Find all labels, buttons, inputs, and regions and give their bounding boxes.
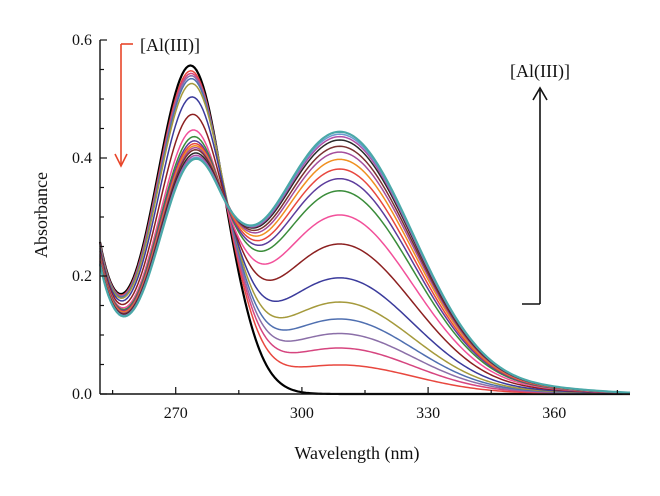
y-ticks: 0.0 0.2 0.4 0.6 xyxy=(72,32,107,403)
spectrum-line-3 xyxy=(99,72,631,395)
spectra-curves xyxy=(98,64,631,396)
y-tick-label: 0.0 xyxy=(72,386,92,403)
x-tick-label: 360 xyxy=(542,405,566,422)
spectrum-line-17 xyxy=(99,135,631,394)
annotation-increase: [Al(III)] xyxy=(510,61,570,305)
annotation-decrease: [Al(III)] xyxy=(114,35,200,168)
spectrum-line-19 xyxy=(98,130,631,394)
annotation-increase-label: [Al(III)] xyxy=(510,61,570,82)
spectrum-line-15 xyxy=(99,145,631,394)
spectrum-line-6 xyxy=(99,82,631,395)
spectrum-line-14 xyxy=(99,146,631,394)
annotation-decrease-label: [Al(III)] xyxy=(140,35,200,56)
x-axis-label: Wavelength (nm) xyxy=(294,443,419,464)
y-axis-label: Absorbance xyxy=(31,172,51,258)
spectrum-line-4 xyxy=(99,75,631,395)
spectrum-line-5 xyxy=(99,77,631,395)
spectrum-line-2 xyxy=(99,70,631,395)
x-tick-label: 270 xyxy=(164,405,188,422)
spectrum-line-7 xyxy=(99,96,631,395)
annotation-decrease-arrowhead xyxy=(114,153,128,168)
x-tick-label: 330 xyxy=(416,405,440,422)
y-tick-label: 0.2 xyxy=(72,268,92,285)
spectrum-line-9 xyxy=(99,129,631,394)
spectrum-line-8 xyxy=(99,113,631,394)
annotation-increase-arrowhead xyxy=(532,86,548,101)
x-ticks: 270 300 330 360 xyxy=(112,387,618,422)
x-tick-label: 300 xyxy=(290,405,314,422)
y-tick-label: 0.6 xyxy=(72,32,92,49)
y-tick-label: 0.4 xyxy=(72,150,92,167)
